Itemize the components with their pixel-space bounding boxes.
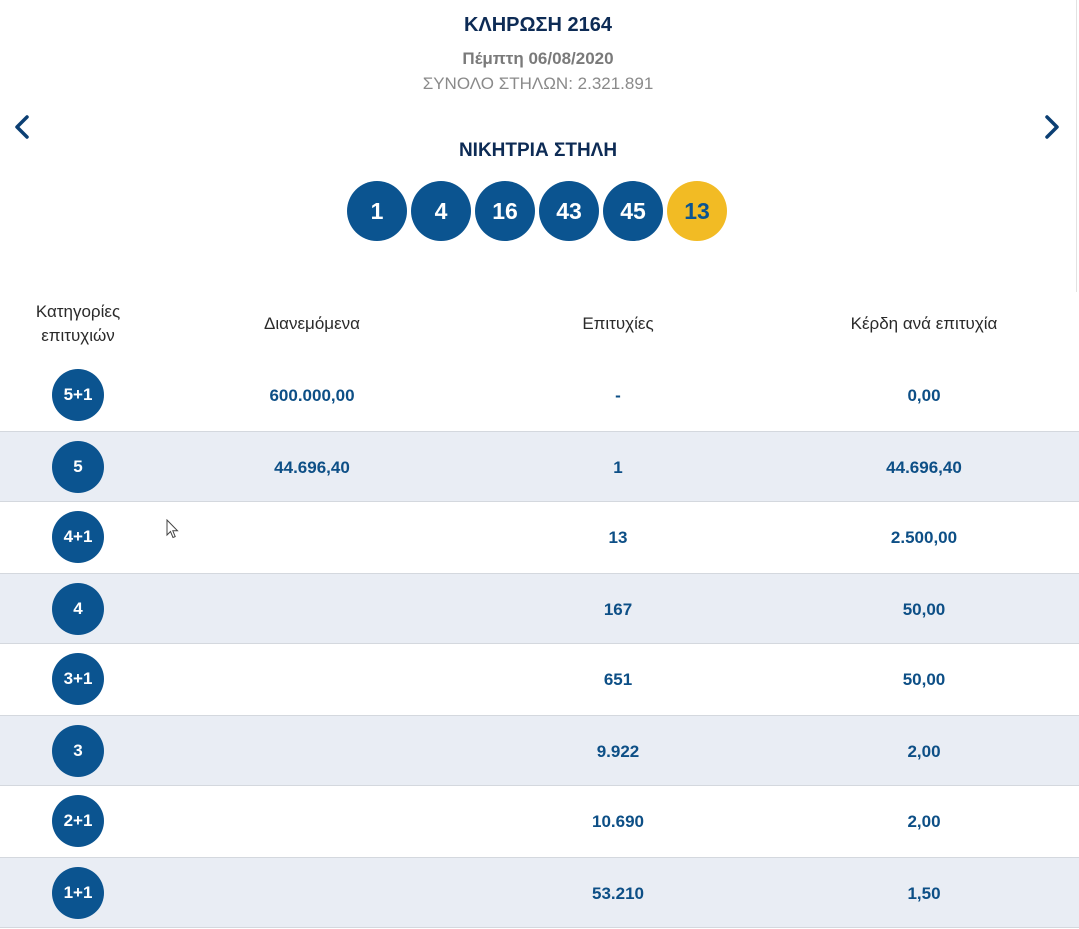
category-badge: 4: [52, 583, 104, 635]
successes-value: -: [615, 386, 621, 405]
bonus-number-ball: 13: [667, 181, 727, 241]
prize-value: 0,00: [907, 386, 941, 405]
table-row: 5 44.696,40 1 44.696,40: [0, 431, 1079, 502]
prize-value: 50,00: [902, 670, 946, 689]
prize-value: 2.500,00: [890, 528, 958, 547]
successes-value: 167: [603, 600, 633, 619]
prize-value: 1,50: [907, 884, 941, 903]
prize-value: 2,00: [907, 812, 941, 831]
prize-value: 2,00: [907, 742, 941, 761]
panel-right-border: [1076, 0, 1077, 292]
table-row: 1+1 53.210 1,50: [0, 857, 1079, 928]
next-draw-button[interactable]: [1040, 112, 1064, 142]
draw-title: ΚΛΗΡΩΣΗ 2164: [463, 14, 613, 36]
winning-number-ball: 45: [603, 181, 663, 241]
winning-column-label: ΝΙΚΗΤΡΙΑ ΣΤΗΛΗ: [458, 140, 618, 161]
winning-number-ball: 16: [475, 181, 535, 241]
category-badge: 3: [52, 725, 104, 777]
results-table-body: 5+1 600.000,00 - 0,00 5 44.696,40 1 44.6…: [0, 360, 1079, 928]
winning-number-ball: 43: [539, 181, 599, 241]
successes-value: 13: [608, 528, 628, 547]
successes-value: 9.922: [596, 742, 640, 761]
table-row: 3 9.922 2,00: [0, 715, 1079, 786]
winning-number-ball: 1: [347, 181, 407, 241]
draw-header: ΚΛΗΡΩΣΗ 2164 Πέμπτη 06/08/2020 ΣΥΝΟΛΟ ΣΤ…: [0, 0, 1076, 270]
previous-draw-button[interactable]: [10, 112, 34, 142]
table-row: 5+1 600.000,00 - 0,00: [0, 360, 1079, 431]
category-badge: 1+1: [52, 867, 104, 919]
draw-total-columns: ΣΥΝΟΛΟ ΣΤΗΛΩΝ: 2.321.891: [422, 74, 654, 93]
distributed-value: 44.696,40: [274, 458, 350, 477]
results-table-header: Κατηγορίες επιτυχιών Διανεμόμενα Επιτυχί…: [0, 292, 1079, 360]
distributed-value: [157, 502, 467, 573]
table-row: 4 167 50,00: [0, 573, 1079, 644]
winning-numbers: 1 4 16 43 45 13: [347, 181, 727, 241]
distributed-value: [157, 858, 467, 929]
category-badge: 5: [52, 441, 104, 493]
category-badge: 2+1: [52, 795, 104, 847]
prize-value: 50,00: [902, 600, 946, 619]
chevron-right-icon: [1045, 115, 1059, 139]
prize-value: 44.696,40: [886, 458, 962, 477]
distributed-value: [157, 644, 467, 715]
table-row: 4+1 13 2.500,00: [0, 502, 1079, 573]
distributed-value: [157, 716, 467, 787]
header-prize-per-success: Κέρδη ανά επιτυχία: [850, 314, 998, 333]
table-row: 3+1 651 50,00: [0, 644, 1079, 715]
category-badge: 4+1: [52, 511, 104, 563]
distributed-value: [157, 574, 467, 645]
successes-value: 53.210: [592, 884, 644, 903]
successes-value: 1: [613, 458, 623, 477]
header-distributed: Διανεμόμενα: [264, 314, 360, 333]
distributed-value: [157, 786, 467, 857]
category-badge: 3+1: [52, 653, 104, 705]
successes-value: 651: [603, 670, 633, 689]
header-categories: Κατηγορίες επιτυχιών: [35, 302, 121, 345]
distributed-value: 600.000,00: [269, 386, 355, 405]
successes-value: 10.690: [592, 812, 644, 831]
table-row: 2+1 10.690 2,00: [0, 786, 1079, 857]
header-successes: Επιτυχίες: [582, 314, 654, 333]
draw-date: Πέμπτη 06/08/2020: [462, 49, 614, 68]
category-badge: 5+1: [52, 369, 104, 421]
chevron-left-icon: [15, 115, 29, 139]
winning-number-ball: 4: [411, 181, 471, 241]
